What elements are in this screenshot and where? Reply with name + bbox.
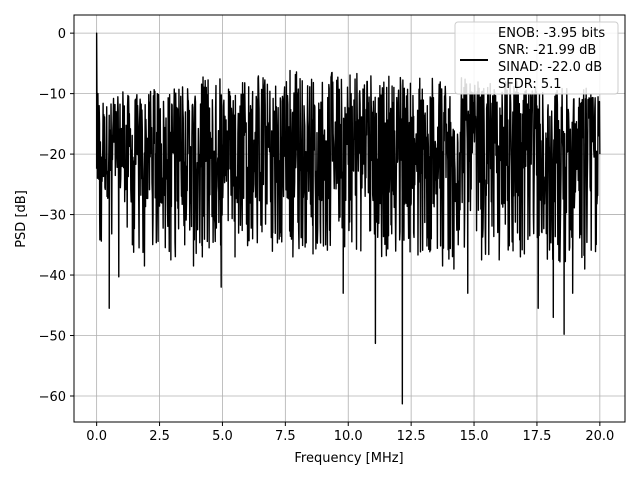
y-axis: 0 −10 −20 −30 −40 −50 −60 <box>39 27 74 405</box>
x-tick-label: 12.5 <box>397 429 426 444</box>
legend-snr: SNR: -21.99 dB <box>498 43 596 58</box>
y-tick-label: −20 <box>39 148 66 163</box>
x-tick-label: 10.0 <box>334 429 363 444</box>
x-axis: 0.0 2.5 5.0 7.5 10.0 12.5 15.0 17.5 20.0 <box>86 422 614 444</box>
plot-frame <box>73 14 626 423</box>
legend-box <box>454 21 619 95</box>
legend: ENOB: -3.95 bits SNR: -21.99 dB SINAD: -… <box>454 21 619 95</box>
y-tick-label: −50 <box>39 330 66 345</box>
y-tick-label: −60 <box>39 390 66 405</box>
x-tick-label: 15.0 <box>460 429 489 444</box>
x-tick-label: 17.5 <box>522 429 551 444</box>
psd-line <box>95 32 601 405</box>
x-tick-label: 20.0 <box>585 429 614 444</box>
x-tick-label: 7.5 <box>275 429 296 444</box>
legend-sfdr: SFDR: 5.1 <box>498 77 562 92</box>
legend-sinad: SINAD: -22.0 dB <box>498 60 602 75</box>
x-tick-label: 2.5 <box>149 429 170 444</box>
y-tick-label: 0 <box>58 27 66 42</box>
x-tick-label: 0.0 <box>86 429 107 444</box>
x-tick-label: 5.0 <box>212 429 233 444</box>
psd-series <box>95 32 601 405</box>
x-axis-label: Frequency [MHz] <box>294 451 403 466</box>
y-axis-label: PSD [dB] <box>14 190 29 248</box>
legend-enob: ENOB: -3.95 bits <box>498 26 605 41</box>
y-tick-label: −30 <box>39 209 66 224</box>
y-tick-label: −40 <box>39 269 66 284</box>
y-tick-label: −10 <box>39 88 66 103</box>
